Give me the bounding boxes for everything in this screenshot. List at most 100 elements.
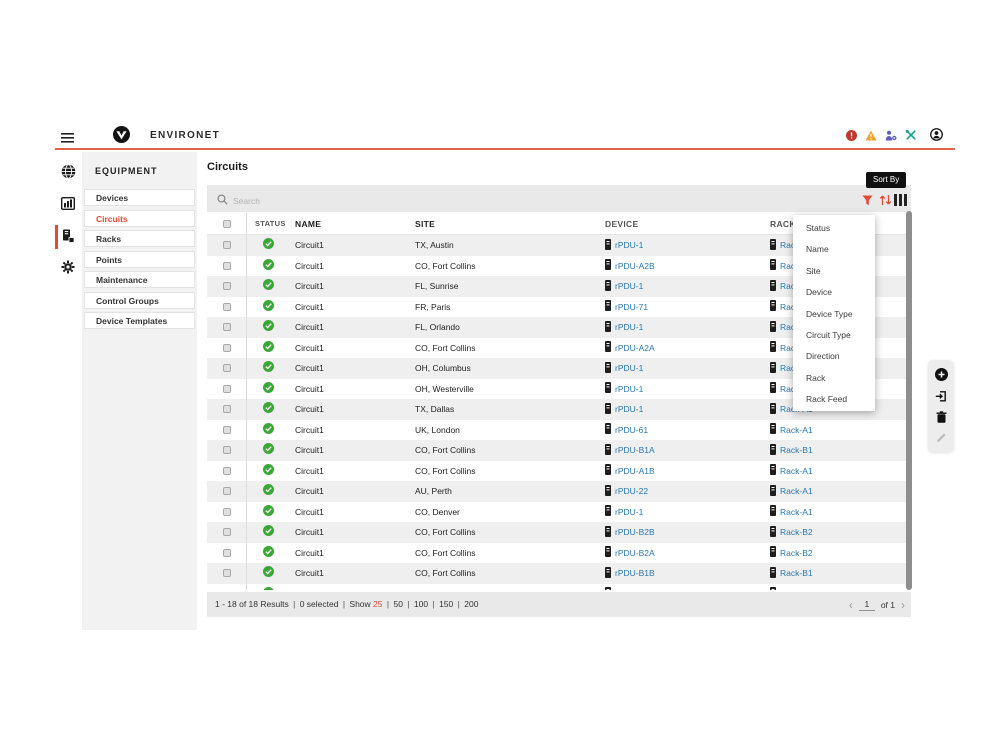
- row-checkbox[interactable]: [222, 384, 231, 393]
- rack-link[interactable]: Rack-B1: [780, 445, 813, 456]
- device-link[interactable]: rPDU-1: [615, 322, 644, 333]
- device-link[interactable]: rPDU-1: [615, 506, 644, 517]
- sort-option-rack-feed[interactable]: Rack Feed: [806, 394, 848, 405]
- page-number-input[interactable]: 1: [858, 599, 875, 611]
- row-checkbox[interactable]: [222, 323, 231, 332]
- device-link[interactable]: rPDU-1: [615, 383, 644, 394]
- column-header-device[interactable]: DEVICE: [605, 218, 639, 229]
- row-checkbox[interactable]: [222, 569, 231, 578]
- table-row[interactable]: Circuit1 CO, Fort Collins rPDU-A1B Rack-A1: [207, 460, 911, 481]
- table-row[interactable]: Circuit1 OH, Columbus rPDU-1 Rack: [207, 358, 911, 379]
- filter-icon[interactable]: [862, 193, 873, 211]
- alarm-warning-icon[interactable]: [865, 128, 877, 146]
- show-option-150[interactable]: 150: [439, 599, 454, 609]
- table-row[interactable]: Circuit1 FR, Paris rPDU-71 Rack: [207, 296, 911, 317]
- rack-link[interactable]: Rack-A1: [780, 506, 813, 517]
- show-option-50[interactable]: 50: [393, 599, 403, 609]
- settings-gear-icon[interactable]: [61, 260, 75, 279]
- row-checkbox[interactable]: [222, 302, 231, 311]
- device-link[interactable]: rPDU-B1A: [615, 445, 655, 456]
- sort-option-site[interactable]: Site: [806, 265, 821, 276]
- table-row[interactable]: Circuit1 FL, Orlando rPDU-1 Rack: [207, 317, 911, 338]
- row-checkbox[interactable]: [222, 241, 231, 250]
- row-checkbox[interactable]: [222, 466, 231, 475]
- rack-link[interactable]: Rack-B2: [780, 527, 813, 538]
- sidebar-item-device-templates[interactable]: Device Templates: [84, 312, 195, 329]
- row-checkbox[interactable]: [222, 528, 231, 537]
- column-header-status[interactable]: STATUS: [255, 219, 286, 228]
- row-checkbox[interactable]: [222, 364, 231, 373]
- rack-link[interactable]: Rack-B1: [780, 568, 813, 579]
- sort-option-device-type[interactable]: Device Type: [806, 308, 853, 319]
- vertiv-logo-icon[interactable]: [113, 126, 130, 148]
- show-option-25[interactable]: 25: [373, 599, 383, 609]
- device-link[interactable]: rPDU-71: [615, 301, 649, 312]
- table-row[interactable]: Circuit1 CO, Denver rPDU-1 Rack-A1: [207, 501, 911, 522]
- alarm-critical-icon[interactable]: [846, 128, 857, 146]
- sidebar-item-racks[interactable]: Racks: [84, 230, 195, 247]
- rack-link[interactable]: Rack-A1: [780, 424, 813, 435]
- sidebar-item-circuits[interactable]: Circuits: [84, 209, 195, 227]
- rack-link[interactable]: Rack: [780, 240, 800, 251]
- column-header-name[interactable]: NAME: [295, 218, 322, 229]
- row-checkbox[interactable]: [222, 487, 231, 496]
- row-checkbox[interactable]: [222, 507, 231, 516]
- tools-icon[interactable]: [905, 128, 917, 146]
- row-checkbox[interactable]: [222, 261, 231, 270]
- equipment-icon[interactable]: [62, 229, 75, 248]
- device-link[interactable]: rPDU-1: [615, 281, 644, 292]
- table-row[interactable]: Circuit1 TX, Austin rPDU-1 Rack: [207, 235, 911, 256]
- sidebar-item-maintenance[interactable]: Maintenance: [84, 271, 195, 288]
- table-row[interactable]: Circuit1 CO, Fort Collins rPDU-B2B Rack-B2: [207, 522, 911, 543]
- device-link[interactable]: rPDU-B2A: [615, 547, 655, 558]
- device-link[interactable]: rPDU-A2B: [615, 260, 655, 271]
- sidebar-item-points[interactable]: Points: [84, 250, 195, 268]
- rack-link[interactable]: Rack: [780, 342, 800, 353]
- rack-link[interactable]: Rack: [780, 363, 800, 374]
- sidebar-item-devices[interactable]: Devices: [84, 189, 195, 206]
- rack-link[interactable]: Rack: [780, 322, 800, 333]
- prev-page-icon[interactable]: ‹: [848, 597, 853, 612]
- device-link[interactable]: rPDU-1: [615, 363, 644, 374]
- menu-icon[interactable]: [61, 130, 74, 148]
- move-to-icon[interactable]: [935, 390, 947, 402]
- device-link[interactable]: rPDU-A2A: [615, 342, 655, 353]
- table-row[interactable]: Circuit1 CO, Fort Collins rPDU-A2B Rack: [207, 255, 911, 276]
- rack-link[interactable]: Rack: [780, 301, 800, 312]
- table-row[interactable]: Circuit1 OH, Westerville rPDU-1 Rack: [207, 378, 911, 399]
- sort-option-direction[interactable]: Direction: [806, 351, 840, 362]
- table-scrollbar[interactable]: [906, 211, 912, 590]
- device-link[interactable]: rPDU-B1B: [615, 568, 655, 579]
- table-row[interactable]: Circuit1 CO, Fort Collins rPDU-B2A Rack-B2: [207, 542, 911, 563]
- device-link[interactable]: rPDU-1: [615, 404, 644, 415]
- row-checkbox[interactable]: [222, 446, 231, 455]
- account-icon[interactable]: [930, 128, 943, 146]
- device-link[interactable]: rPDU-1: [615, 240, 644, 251]
- next-page-icon[interactable]: ›: [901, 597, 905, 612]
- row-checkbox[interactable]: [222, 425, 231, 434]
- row-checkbox[interactable]: [222, 405, 231, 414]
- search-input[interactable]: [233, 196, 363, 206]
- show-option-100[interactable]: 100: [413, 599, 429, 609]
- row-checkbox[interactable]: [222, 343, 231, 352]
- rack-link[interactable]: Rack-A1: [780, 465, 813, 476]
- row-checkbox[interactable]: [222, 548, 231, 557]
- rack-link[interactable]: Rack: [780, 383, 800, 394]
- sort-option-name[interactable]: Name: [806, 244, 829, 255]
- sort-icon[interactable]: [879, 193, 892, 211]
- add-button[interactable]: [934, 368, 948, 381]
- device-link[interactable]: rPDU-61: [615, 424, 649, 435]
- table-row[interactable]: Circuit1 CO, Fort Collins rPDU-B1B Rack-B1: [207, 563, 911, 584]
- device-link[interactable]: rPDU-B2B: [615, 527, 655, 538]
- table-row[interactable]: Circuit1 FL, Sunrise rPDU-1 Rack: [207, 276, 911, 297]
- table-row[interactable]: [207, 583, 911, 590]
- rack-link[interactable]: Rack-B2: [780, 547, 813, 558]
- select-all-checkbox[interactable]: [222, 219, 231, 228]
- table-row[interactable]: Circuit1 CO, Fort Collins rPDU-A2A Rack: [207, 337, 911, 358]
- sort-option-circuit-type[interactable]: Circuit Type: [806, 329, 851, 340]
- maintenance-icon[interactable]: [885, 128, 897, 146]
- device-link[interactable]: rPDU-22: [615, 486, 649, 497]
- search-field[interactable]: [215, 190, 373, 214]
- rack-link[interactable]: Rack: [780, 281, 800, 292]
- columns-icon[interactable]: [894, 193, 907, 211]
